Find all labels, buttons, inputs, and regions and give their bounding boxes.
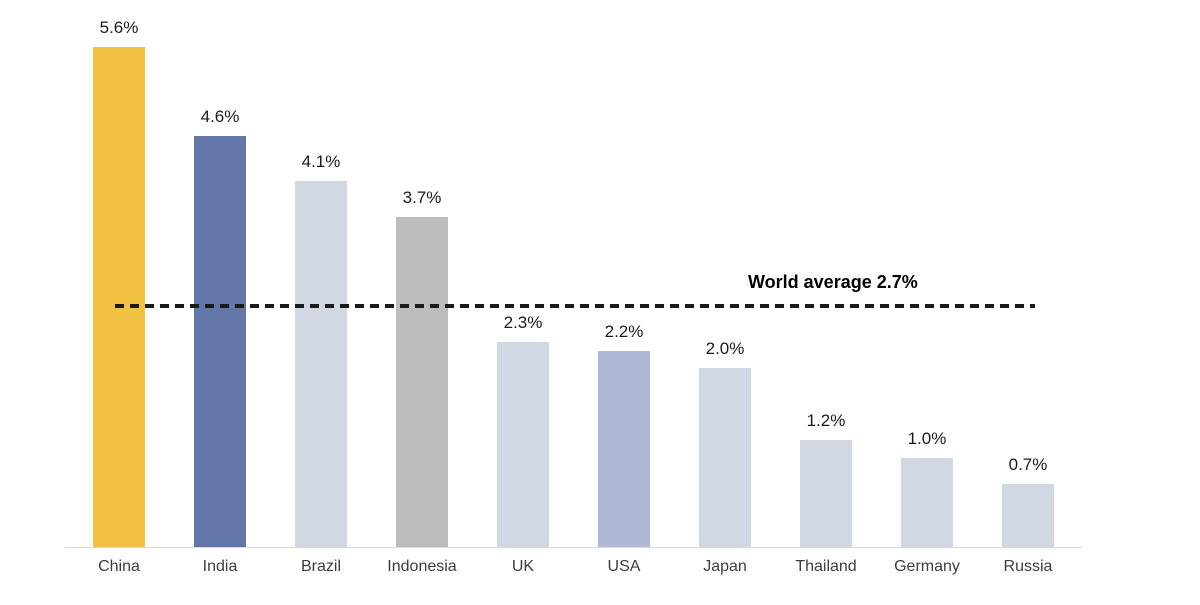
value-label-germany: 1.0% bbox=[907, 429, 947, 448]
value-label-usa: 2.2% bbox=[604, 322, 644, 341]
category-label-uk: UK bbox=[511, 558, 535, 575]
category-label-germany: Germany bbox=[894, 558, 960, 575]
bar-china bbox=[93, 47, 145, 547]
bar-usa bbox=[598, 351, 650, 547]
bar-indonesia bbox=[396, 217, 448, 547]
category-label-indonesia: Indonesia bbox=[387, 558, 457, 575]
bar-uk bbox=[497, 342, 549, 547]
category-label-india: India bbox=[202, 558, 238, 575]
value-label-uk: 2.3% bbox=[503, 313, 543, 332]
value-label-russia: 0.7% bbox=[1008, 455, 1048, 474]
bar-germany bbox=[901, 458, 953, 547]
world-average-line bbox=[115, 304, 1035, 308]
bar-japan bbox=[699, 368, 751, 547]
value-label-brazil: 4.1% bbox=[301, 152, 341, 171]
category-label-brazil: Brazil bbox=[300, 558, 341, 575]
value-label-japan: 2.0% bbox=[705, 339, 745, 358]
value-label-china: 5.6% bbox=[99, 18, 139, 37]
category-label-usa: USA bbox=[607, 558, 641, 575]
value-label-india: 4.6% bbox=[200, 107, 240, 126]
value-label-indonesia: 3.7% bbox=[402, 188, 442, 207]
bar-russia bbox=[1002, 484, 1054, 547]
bar-brazil bbox=[295, 181, 347, 547]
category-label-thailand: Thailand bbox=[795, 558, 857, 575]
bar-india bbox=[194, 136, 246, 547]
world-average-label: World average 2.7% bbox=[748, 272, 918, 292]
category-label-china: China bbox=[98, 558, 140, 575]
bar-thailand bbox=[800, 440, 852, 547]
category-label-russia: Russia bbox=[1003, 558, 1053, 575]
x-axis-line bbox=[65, 547, 1082, 548]
category-label-japan: Japan bbox=[703, 558, 747, 575]
value-label-thailand: 1.2% bbox=[806, 411, 846, 430]
